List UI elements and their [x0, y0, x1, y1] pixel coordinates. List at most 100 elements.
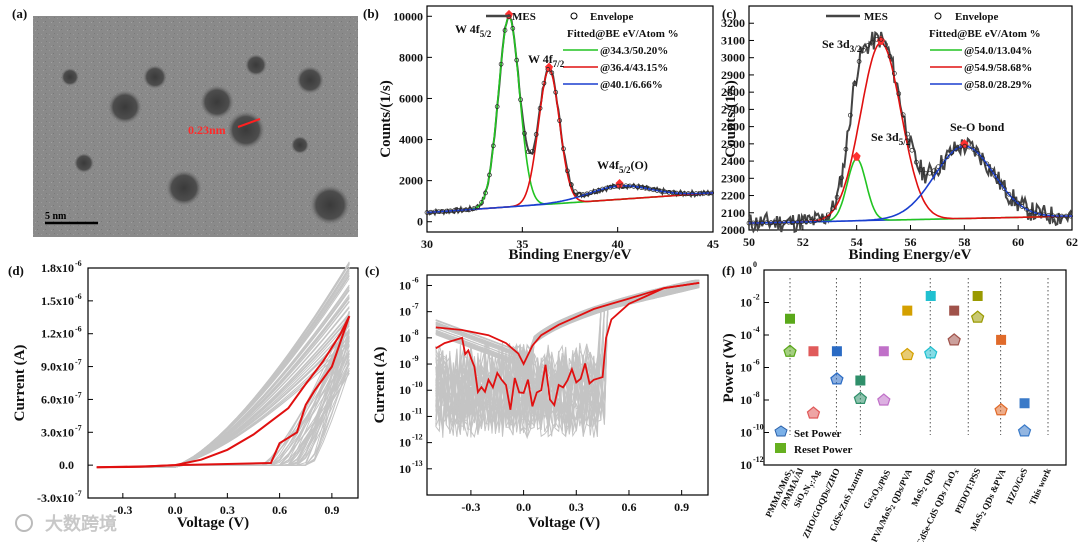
iv-cycle — [435, 284, 700, 376]
y-tick-exponent: -12 — [753, 455, 764, 464]
peak-annotation: Se 3d5/2 — [871, 130, 911, 147]
envelope-point — [773, 220, 778, 225]
category-label: Ga2O3/PbS — [861, 467, 892, 512]
envelope-point — [510, 26, 516, 31]
iv-cycle — [435, 286, 700, 437]
set-power-marker — [806, 406, 821, 419]
nanoparticle — [143, 65, 167, 89]
y-tick-label: 10 — [399, 409, 411, 423]
set-power-marker — [900, 347, 914, 361]
y-tick-label: 2900 — [721, 68, 745, 82]
envelope-point — [874, 36, 880, 42]
envelope-point — [522, 131, 527, 136]
legend-entry: @40.1/6.66% — [600, 79, 663, 91]
panel-d-label: (d) — [8, 263, 24, 278]
envelope-point — [962, 143, 968, 149]
y-tick-exponent: -10 — [753, 423, 764, 432]
envelope-point — [971, 147, 976, 152]
nanoparticle — [296, 66, 324, 94]
y-tick-label: 1.8x10 — [41, 261, 74, 275]
y-tick-exponent: -6 — [412, 275, 419, 284]
axis-ticks: -0.3 0.0 0.3 0.6 0.9-3.0x10 -70.03.0x10 -76.0x… — [37, 259, 339, 517]
legend-set: Set Power — [794, 428, 841, 440]
iv-cycle — [96, 330, 350, 468]
measure-line — [237, 118, 261, 128]
envelope-point — [852, 81, 858, 86]
nanoparticle — [245, 54, 267, 76]
envelope-point — [861, 47, 866, 53]
envelope-point — [812, 218, 818, 224]
legend-entry: @54.9/58.68% — [964, 62, 1032, 74]
x-tick-label: 0.0 — [516, 500, 531, 514]
set-power-marker — [924, 346, 938, 359]
envelope-point — [1068, 213, 1073, 219]
legend-title: Fitted@BE eV/Atom % — [929, 28, 1041, 40]
y-tick-label: 10 — [740, 458, 752, 472]
envelope-point — [878, 36, 884, 42]
panel-d-chart: (d) -0.3 0.0 0.3 0.6 0.9-3.0x10 -70.03.0x10 -7… — [8, 259, 359, 531]
x-tick-label: 0.9 — [324, 503, 339, 517]
y-tick-label: 10000 — [393, 9, 423, 23]
envelope-point — [557, 118, 562, 123]
peak-annotations: Se 3d3/2 Se 3d5/2 Se-O bond — [822, 37, 1005, 147]
envelope-point — [1024, 206, 1029, 212]
envelope-point — [958, 144, 963, 150]
envelope-point — [953, 146, 959, 152]
envelope-point — [847, 112, 853, 118]
y-tick-label: 10 — [399, 462, 411, 476]
x-tick-label: 0.9 — [674, 500, 689, 514]
envelope-point — [1006, 191, 1012, 197]
reset-power-marker — [972, 291, 983, 301]
y-axis-label: Power (W) — [721, 333, 737, 402]
peak-star-marker — [545, 62, 554, 72]
envelope-point — [1010, 196, 1016, 202]
curves — [435, 279, 700, 440]
iv-cycle — [435, 285, 700, 375]
reset-power-marker — [785, 313, 795, 324]
category-label: This work — [1027, 467, 1053, 507]
y-tick-label: 1.5x10 — [41, 294, 74, 308]
y-tick-label: 10 — [399, 383, 411, 397]
y-tick-exponent: -9 — [412, 354, 419, 363]
envelope-point — [922, 170, 928, 176]
y-tick-exponent: -7 — [75, 423, 82, 432]
x-tick-label: 0.3 — [569, 500, 584, 514]
peak-star-marker — [615, 178, 624, 188]
y-tick-exponent: -6 — [75, 292, 82, 301]
y-tick-label: 2100 — [721, 206, 745, 220]
envelope-point — [931, 168, 937, 174]
envelope-point — [830, 206, 836, 211]
plot-frame — [426, 274, 709, 496]
envelope-point — [561, 146, 566, 152]
y-tick-label: 2700 — [721, 102, 745, 116]
x-tick-label: 45 — [707, 237, 719, 251]
envelope-point — [843, 146, 849, 152]
y-tick-label: 10 — [740, 426, 752, 440]
set-power-marker — [830, 372, 844, 385]
nanoparticle — [200, 85, 234, 119]
legend-envelope: Envelope — [955, 11, 999, 23]
envelope-point — [751, 220, 756, 226]
curves — [746, 30, 1073, 234]
legend: Set Power Reset Power — [774, 425, 852, 456]
legend: MES Envelope Fitted@BE eV/Atom % @34.3/5… — [486, 11, 679, 91]
envelope-point — [572, 189, 578, 195]
y-tick-label: 10 — [740, 328, 752, 342]
y-tick-exponent: -2 — [753, 293, 760, 302]
y-tick-exponent: -13 — [412, 459, 423, 468]
y-tick-exponent: -6 — [75, 259, 82, 268]
y-tick-exponent: -4 — [753, 325, 760, 334]
peak-star-marker — [852, 151, 861, 161]
y-tick-label: 6000 — [399, 91, 423, 105]
set-power-marker — [970, 310, 985, 323]
x-axis-label: Voltage (V) — [528, 515, 600, 531]
category-label: CdSe-CdS QDs /TaOx — [914, 466, 961, 542]
envelope-point — [883, 42, 888, 48]
envelope-point — [475, 204, 481, 210]
y-tick-exponent: -6 — [753, 358, 760, 367]
envelope-point — [786, 219, 791, 225]
envelope-point — [537, 105, 543, 111]
fitted-peak-blue — [426, 185, 714, 214]
y-tick-exponent: -7 — [75, 358, 82, 367]
envelope-point — [1019, 204, 1025, 209]
